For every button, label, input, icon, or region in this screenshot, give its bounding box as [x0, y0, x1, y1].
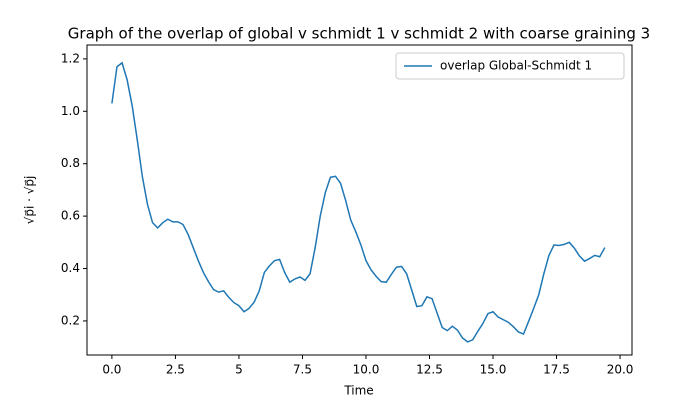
y-tick-label: 0.8: [61, 156, 80, 170]
x-tick-label: 15.0: [480, 363, 507, 377]
x-tick-label: 2.5: [166, 363, 185, 377]
y-tick-label: 0.4: [61, 261, 80, 275]
plot-frame: [86, 44, 633, 356]
x-tick-label: 5: [235, 363, 243, 377]
x-tick-label: 0.0: [102, 363, 121, 377]
line-series: [111, 61, 606, 343]
y-tick-label: 1.0: [61, 104, 80, 118]
x-tick-label: 17.5: [543, 363, 570, 377]
legend-box: [395, 52, 625, 80]
y-axis-label: √p⃗i · √p⃗j: [23, 176, 37, 225]
x-tick-label: 10.0: [353, 363, 380, 377]
x-axis-label: Time: [343, 384, 373, 398]
chart-title: Graph of the overlap of global v schmidt…: [68, 25, 650, 43]
y-tick-label: 1.2: [61, 51, 80, 65]
legend-label: overlap Global-Schmidt 1: [440, 59, 592, 73]
y-tick-label: 0.2: [61, 313, 80, 327]
x-tick-label: 12.5: [416, 363, 443, 377]
x-tick-label: 7.5: [293, 363, 312, 377]
x-tick-label: 20.0: [607, 363, 634, 377]
y-tick-label: 0.6: [61, 209, 80, 223]
